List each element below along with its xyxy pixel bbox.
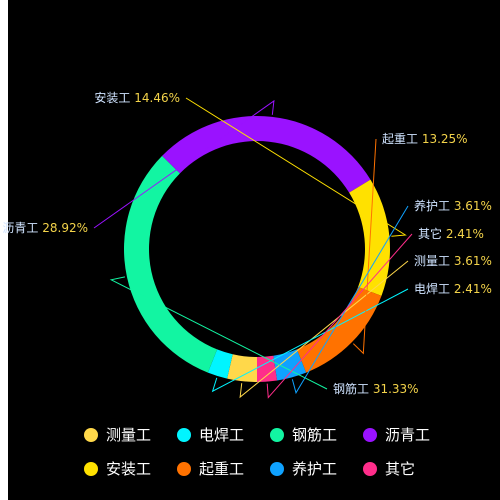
slice-安装工[interactable] — [349, 179, 390, 296]
slice-label-钢筋工: 钢筋工 31.33% — [333, 381, 419, 396]
labels-layer: 测量工 3.61%电焊工 2.41%钢筋工 31.33%沥青工 28.92%安装… — [2, 90, 492, 399]
slices-layer — [123, 116, 390, 382]
leader-line-测量工 — [239, 260, 409, 399]
slice-label-name: 沥青工 — [2, 221, 42, 235]
slice-label-name: 电焊工 — [414, 281, 454, 296]
legend-item-安装工[interactable]: 安装工 — [84, 460, 151, 478]
slice-label-电焊工: 电焊工 2.41% — [414, 281, 492, 296]
legend-swatch — [84, 462, 98, 476]
slice-钢筋工[interactable] — [123, 155, 218, 373]
legend-item-沥青工[interactable]: 沥青工 — [363, 426, 430, 444]
leader-line-电焊工 — [211, 288, 409, 393]
slice-label-name: 测量工 — [414, 254, 454, 268]
legend-label: 起重工 — [199, 460, 244, 478]
legend-item-测量工[interactable]: 测量工 — [84, 426, 151, 444]
slice-label-name: 其它 — [418, 226, 446, 241]
legend-item-其它[interactable]: 其它 — [363, 460, 415, 478]
legend-label: 其它 — [385, 460, 415, 478]
slice-label-name: 钢筋工 — [333, 381, 373, 396]
slice-label-percent: 2.41% — [454, 282, 492, 296]
slice-label-name: 安装工 — [94, 90, 134, 105]
legend-swatch — [84, 428, 98, 442]
legend-item-养护工[interactable]: 养护工 — [270, 460, 337, 478]
slice-label-percent: 31.33% — [373, 382, 419, 396]
legend-swatch — [177, 462, 191, 476]
slice-label-起重工: 起重工 13.25% — [382, 132, 468, 146]
chart-panel — [8, 0, 500, 500]
slice-label-name: 养护工 — [414, 198, 454, 213]
slice-label-测量工: 测量工 3.61% — [414, 254, 492, 268]
slice-label-percent: 28.92% — [42, 221, 88, 235]
legend-label: 安装工 — [106, 460, 151, 478]
leader-line-沥青工 — [93, 99, 275, 229]
legend-swatch — [363, 428, 377, 442]
slice-养护工[interactable] — [273, 349, 307, 381]
legend-swatch — [177, 428, 191, 442]
slice-label-percent: 14.46% — [134, 91, 180, 105]
slice-电焊工[interactable] — [207, 349, 233, 379]
leader-line-其它 — [266, 233, 413, 399]
slice-测量工[interactable] — [227, 354, 257, 382]
legend-label: 钢筋工 — [292, 426, 337, 444]
slice-起重工[interactable] — [296, 287, 382, 373]
leader-line-养护工 — [291, 205, 409, 395]
legend-swatch — [270, 428, 284, 442]
slice-label-安装工: 安装工 14.46% — [94, 90, 180, 105]
slice-label-养护工: 养护工 3.61% — [414, 198, 492, 213]
leader-line-钢筋工 — [109, 276, 328, 390]
legend-label: 沥青工 — [385, 426, 430, 444]
leader-line-安装工 — [185, 97, 407, 237]
slice-label-其它: 其它 2.41% — [418, 226, 484, 241]
slice-label-沥青工: 沥青工 28.92% — [2, 221, 88, 235]
legend-label: 电焊工 — [199, 426, 244, 444]
legend-item-起重工[interactable]: 起重工 — [177, 460, 244, 478]
slice-label-percent: 13.25% — [422, 132, 468, 146]
legend-item-电焊工[interactable]: 电焊工 — [177, 426, 244, 444]
slice-label-name: 起重工 — [382, 132, 422, 146]
leader-line-起重工 — [352, 138, 377, 355]
legend-label: 养护工 — [292, 460, 337, 478]
slice-沥青工[interactable] — [162, 116, 371, 193]
legend-label: 测量工 — [106, 426, 151, 444]
slice-label-percent: 2.41% — [446, 227, 484, 241]
legend-item-钢筋工[interactable]: 钢筋工 — [270, 426, 337, 444]
legend-swatch — [363, 462, 377, 476]
slice-label-percent: 3.61% — [454, 254, 492, 268]
slice-其它[interactable] — [257, 355, 278, 382]
legend-swatch — [270, 462, 284, 476]
slice-label-percent: 3.61% — [454, 199, 492, 213]
